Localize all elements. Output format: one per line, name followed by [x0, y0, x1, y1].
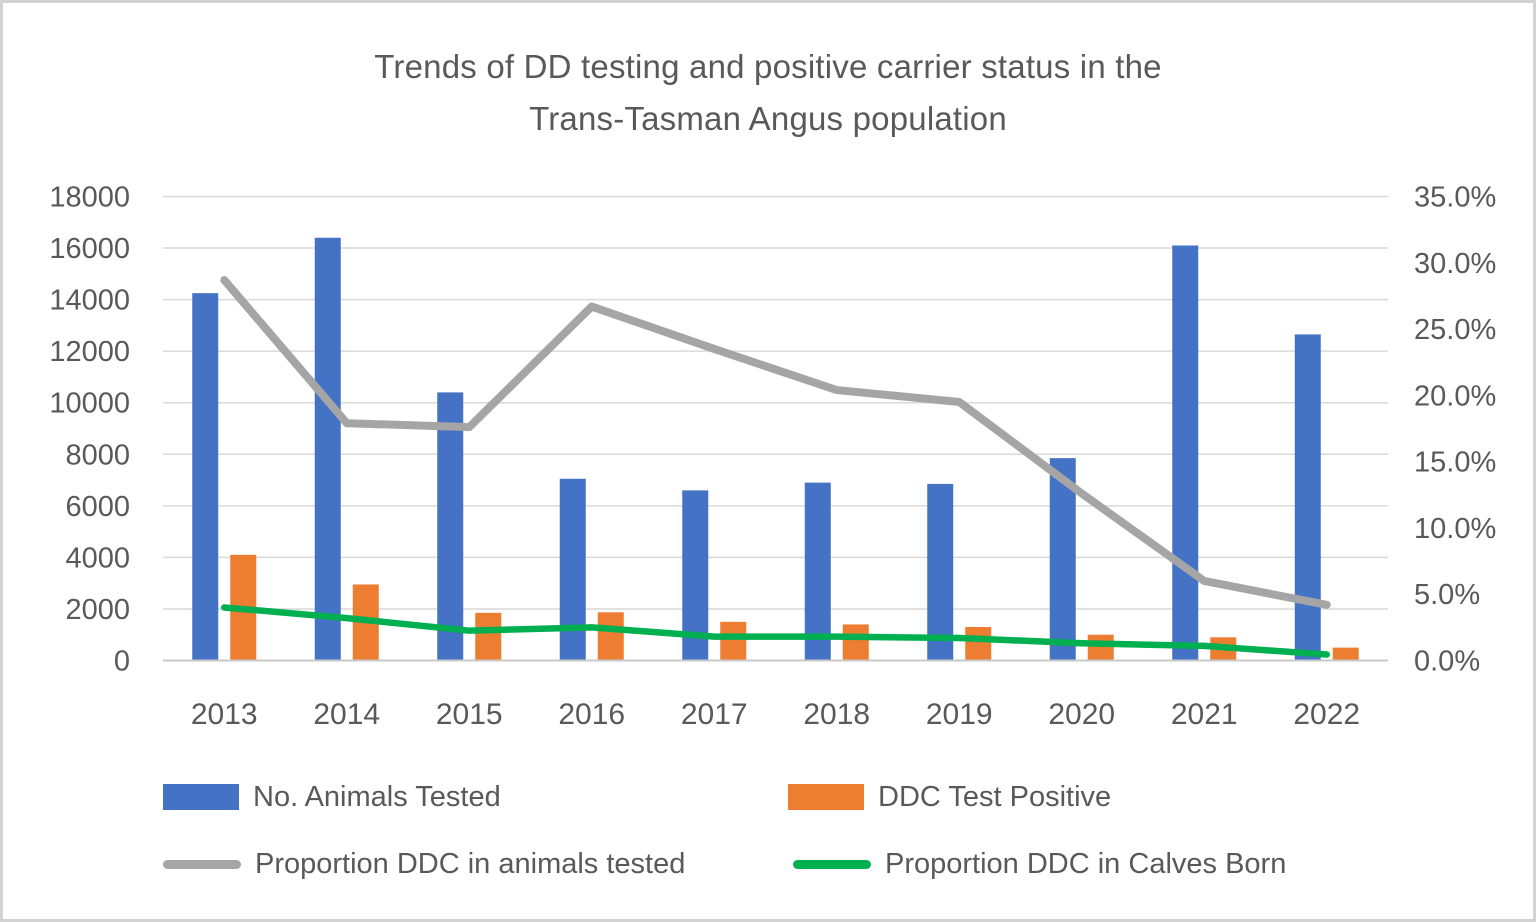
chart-plot: 0 2000 4000 6000 8000 10000 12000 14000 16000 180… [49, 182, 1496, 732]
bar-no-animals-tested-2016 [559, 478, 586, 661]
chart-title-line-1: Trends of DD testing and positive carrie… [374, 48, 1162, 85]
bar-no-animals-tested-2015 [437, 392, 464, 661]
legend-item-no-animals-tested: No. Animals Tested [163, 776, 501, 818]
bar-ddc-test-positive-2015 [475, 612, 502, 661]
right-axis-tick-10-0: 10.0% [1414, 513, 1496, 545]
x-axis-label-2022: 2022 [1293, 698, 1360, 731]
bar-ddc-test-positive-2017 [720, 621, 747, 661]
x-axis-label-2017: 2017 [681, 698, 748, 731]
bar-no-animals-tested-2014 [314, 237, 341, 661]
legend-item-proportion-ddc-animals-tested: Proportion DDC in animals tested [163, 843, 685, 885]
right-axis-tick-0-0: 0.0% [1414, 646, 1480, 678]
left-axis-tick-2000: 2000 [65, 594, 130, 626]
left-axis-tick-10000: 10000 [49, 388, 130, 420]
line-proportion-ddc-in-animals-tested [220, 276, 1331, 609]
bar-no-animals-tested-2019 [927, 483, 954, 661]
left-axis-tick-4000: 4000 [65, 542, 130, 574]
bar-ddc-test-positive-2018 [842, 624, 869, 661]
right-axis-tick-25-0: 25.0% [1414, 314, 1496, 346]
bar-ddc-test-positive-2019 [965, 626, 992, 661]
x-axis-label-2021: 2021 [1171, 698, 1238, 731]
bar-no-animals-tested-2018 [804, 482, 831, 661]
left-axis-tick-8000: 8000 [65, 439, 130, 471]
chart-title-line-2: Trans-Tasman Angus population [529, 100, 1007, 137]
legend-item-proportion-ddc-calves-born: Proportion DDC in Calves Born [793, 843, 1286, 885]
left-axis-tick-6000: 6000 [65, 491, 130, 523]
left-axis-tick-14000: 14000 [49, 285, 130, 317]
right-axis-tick-15-0: 15.0% [1414, 447, 1496, 479]
legend-swatch-blue-bar-icon [163, 784, 239, 810]
x-axis-label-2015: 2015 [436, 698, 503, 731]
line-proportion-ddc-in-calves-born [221, 604, 1330, 658]
legend-label-proportion-ddc-calves-born: Proportion DDC in Calves Born [885, 847, 1287, 880]
right-axis-tick-5-0: 5.0% [1414, 579, 1480, 611]
left-axis-tick-16000: 16000 [49, 233, 130, 265]
x-axis-label-2013: 2013 [191, 698, 258, 731]
left-axis-tick-12000: 12000 [49, 336, 130, 368]
legend-label-no-animals-tested: No. Animals Tested [253, 780, 501, 813]
bar-no-animals-tested-2020 [1049, 458, 1076, 661]
legend-label-ddc-test-positive: DDC Test Positive [878, 780, 1112, 813]
x-axis-label-2020: 2020 [1048, 698, 1115, 731]
legend-swatch-gray-line-icon [163, 859, 241, 869]
bar-ddc-test-positive-2020 [1087, 634, 1114, 661]
left-axis-tick-0: 0 [114, 646, 130, 678]
legend-label-proportion-ddc-animals-tested: Proportion DDC in animals tested [255, 847, 686, 880]
x-axis-label-2018: 2018 [803, 698, 870, 731]
right-axis-tick-30-0: 30.0% [1414, 248, 1496, 280]
left-axis-tick-18000: 18000 [49, 182, 130, 214]
right-axis-tick-20-0: 20.0% [1414, 380, 1496, 412]
right-axis-tick-35-0: 35.0% [1414, 182, 1496, 214]
bar-ddc-test-positive-2022 [1332, 647, 1359, 661]
bar-no-animals-tested-2013 [192, 293, 219, 661]
x-axis-label-2014: 2014 [313, 698, 380, 731]
legend-item-ddc-test-positive: DDC Test Positive [788, 776, 1111, 818]
bar-no-animals-tested-2022 [1294, 334, 1321, 661]
x-axis-label-2016: 2016 [558, 698, 625, 731]
bar-no-animals-tested-2021 [1172, 245, 1199, 661]
bar-ddc-test-positive-2016 [597, 612, 624, 661]
legend-swatch-green-line-icon [793, 859, 871, 869]
x-axis-label-2019: 2019 [926, 698, 993, 731]
legend-swatch-orange-bar-icon [788, 784, 864, 810]
